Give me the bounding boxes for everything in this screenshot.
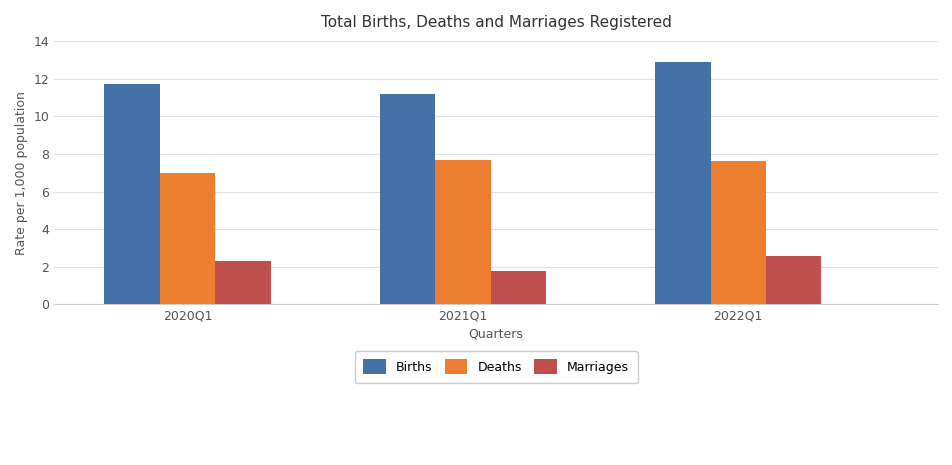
X-axis label: Quarters: Quarters xyxy=(468,328,523,341)
Bar xyxy=(765,257,821,305)
Bar xyxy=(215,261,270,305)
Title: Total Births, Deaths and Marriages Registered: Total Births, Deaths and Marriages Regis… xyxy=(321,15,671,30)
Legend: Births, Deaths, Marriages: Births, Deaths, Marriages xyxy=(354,351,637,383)
Bar xyxy=(710,161,765,305)
Bar xyxy=(104,84,160,305)
Bar xyxy=(654,61,710,305)
Bar xyxy=(490,271,545,305)
Bar xyxy=(379,93,435,305)
Bar xyxy=(435,159,490,305)
Bar xyxy=(160,173,215,305)
Y-axis label: Rate per 1,000 population: Rate per 1,000 population xyxy=(15,91,28,255)
